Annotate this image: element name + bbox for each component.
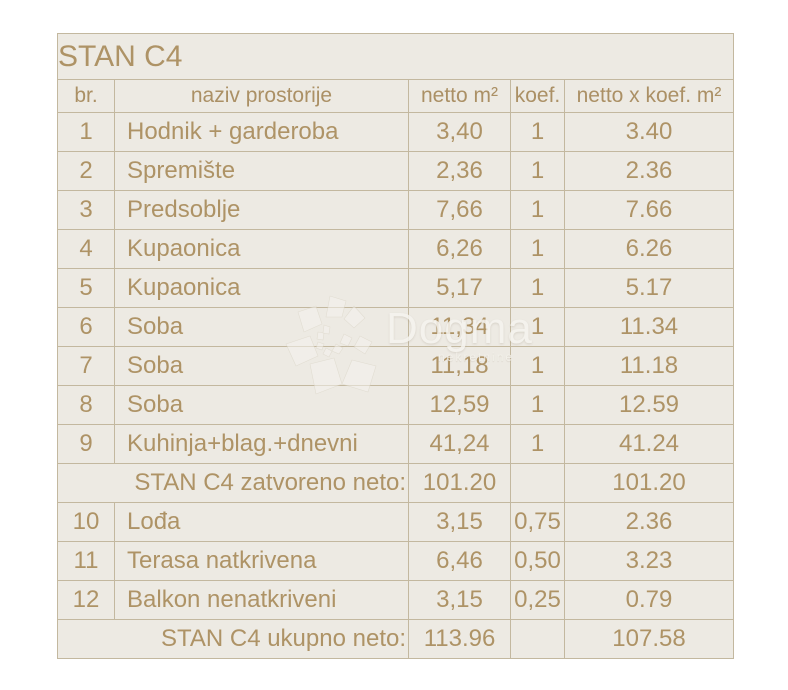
table-title: STAN C4 [57,33,734,80]
cell-room-name: Kupaonica [114,268,409,308]
col-header-netto: netto m² [408,79,511,113]
table-row: 3 Predsoblje 7,66 1 7.66 [57,190,734,230]
cell-koef: 1 [510,385,565,425]
cell-netto: 6,46 [408,541,511,581]
col-header-br: br. [57,79,115,113]
cell-room-name: Lođa [114,502,409,542]
cell-koef: 1 [510,112,565,152]
cell-koef: 1 [510,151,565,191]
cell-room-name: Terasa natkrivena [114,541,409,581]
subtotal-koef-empty [510,463,565,503]
cell-result: 2.36 [564,502,734,542]
cell-row-number: 2 [57,151,115,191]
table-row: 4 Kupaonica 6,26 1 6.26 [57,229,734,269]
subtotal-label: STAN C4 zatvoreno neto: [57,463,409,503]
cell-result: 6.26 [564,229,734,269]
total-result-value: 107.58 [564,619,734,659]
cell-row-number: 5 [57,268,115,308]
table-row: 9 Kuhinja+blag.+dnevni 41,24 1 41.24 [57,424,734,464]
cell-koef: 1 [510,346,565,386]
header-row: br. naziv prostorije netto m² koef. nett… [57,79,734,113]
cell-netto: 5,17 [408,268,511,308]
cell-netto: 41,24 [408,424,511,464]
cell-result: 0.79 [564,580,734,620]
cell-koef: 1 [510,190,565,230]
cell-room-name: Kupaonica [114,229,409,269]
cell-result: 2.36 [564,151,734,191]
cell-row-number: 12 [57,580,115,620]
cell-row-number: 4 [57,229,115,269]
cell-room-name: Balkon nenatkriveni [114,580,409,620]
table-row: 10 Lođa 3,15 0,75 2.36 [57,502,734,542]
table-row: 7 Soba 11,18 1 11.18 [57,346,734,386]
apartment-area-table: STAN C4 br. naziv prostorije netto m² ko… [57,33,734,659]
cell-row-number: 8 [57,385,115,425]
cell-row-number: 7 [57,346,115,386]
cell-row-number: 1 [57,112,115,152]
table-row: 11 Terasa natkrivena 6,46 0,50 3.23 [57,541,734,581]
table-row: 2 Spremište 2,36 1 2.36 [57,151,734,191]
total-netto-value: 113.96 [408,619,511,659]
cell-room-name: Spremište [114,151,409,191]
table-row: 5 Kupaonica 5,17 1 5.17 [57,268,734,308]
cell-netto: 3,15 [408,502,511,542]
cell-row-number: 6 [57,307,115,347]
cell-room-name: Soba [114,307,409,347]
cell-koef: 1 [510,268,565,308]
cell-netto: 11,34 [408,307,511,347]
subtotal-netto-value: 101.20 [408,463,511,503]
cell-room-name: Predsoblje [114,190,409,230]
subtotal-result-value: 101.20 [564,463,734,503]
cell-koef: 0,50 [510,541,565,581]
cell-netto: 2,36 [408,151,511,191]
subtotal-row: STAN C4 zatvoreno neto: 101.20 101.20 [57,463,734,503]
cell-netto: 11,18 [408,346,511,386]
cell-room-name: Hodnik + garderoba [114,112,409,152]
cell-koef: 0,25 [510,580,565,620]
cell-netto: 6,26 [408,229,511,269]
cell-result: 5.17 [564,268,734,308]
cell-room-name: Soba [114,385,409,425]
col-header-room-name: naziv prostorije [114,79,409,113]
cell-koef: 0,75 [510,502,565,542]
cell-result: 12.59 [564,385,734,425]
total-label: STAN C4 ukupno neto: [57,619,409,659]
cell-koef: 1 [510,424,565,464]
cell-netto: 12,59 [408,385,511,425]
cell-row-number: 11 [57,541,115,581]
total-row: STAN C4 ukupno neto: 113.96 107.58 [57,619,734,659]
cell-koef: 1 [510,307,565,347]
cell-netto: 3,15 [408,580,511,620]
table-row: 12 Balkon nenatkriveni 3,15 0,25 0.79 [57,580,734,620]
total-koef-empty [510,619,565,659]
table-row: 1 Hodnik + garderoba 3,40 1 3.40 [57,112,734,152]
cell-row-number: 9 [57,424,115,464]
cell-result: 3.23 [564,541,734,581]
cell-result: 3.40 [564,112,734,152]
cell-room-name: Soba [114,346,409,386]
cell-result: 11.18 [564,346,734,386]
cell-netto: 3,40 [408,112,511,152]
col-header-koef: koef. [510,79,565,113]
cell-result: 11.34 [564,307,734,347]
table-row: 8 Soba 12,59 1 12.59 [57,385,734,425]
cell-row-number: 10 [57,502,115,542]
cell-row-number: 3 [57,190,115,230]
table-row: 6 Soba 11,34 1 11.34 [57,307,734,347]
title-row: STAN C4 [57,33,734,80]
cell-netto: 7,66 [408,190,511,230]
cell-result: 7.66 [564,190,734,230]
cell-room-name: Kuhinja+blag.+dnevni [114,424,409,464]
cell-result: 41.24 [564,424,734,464]
col-header-netto-x-koef: netto x koef. m² [564,79,734,113]
cell-koef: 1 [510,229,565,269]
